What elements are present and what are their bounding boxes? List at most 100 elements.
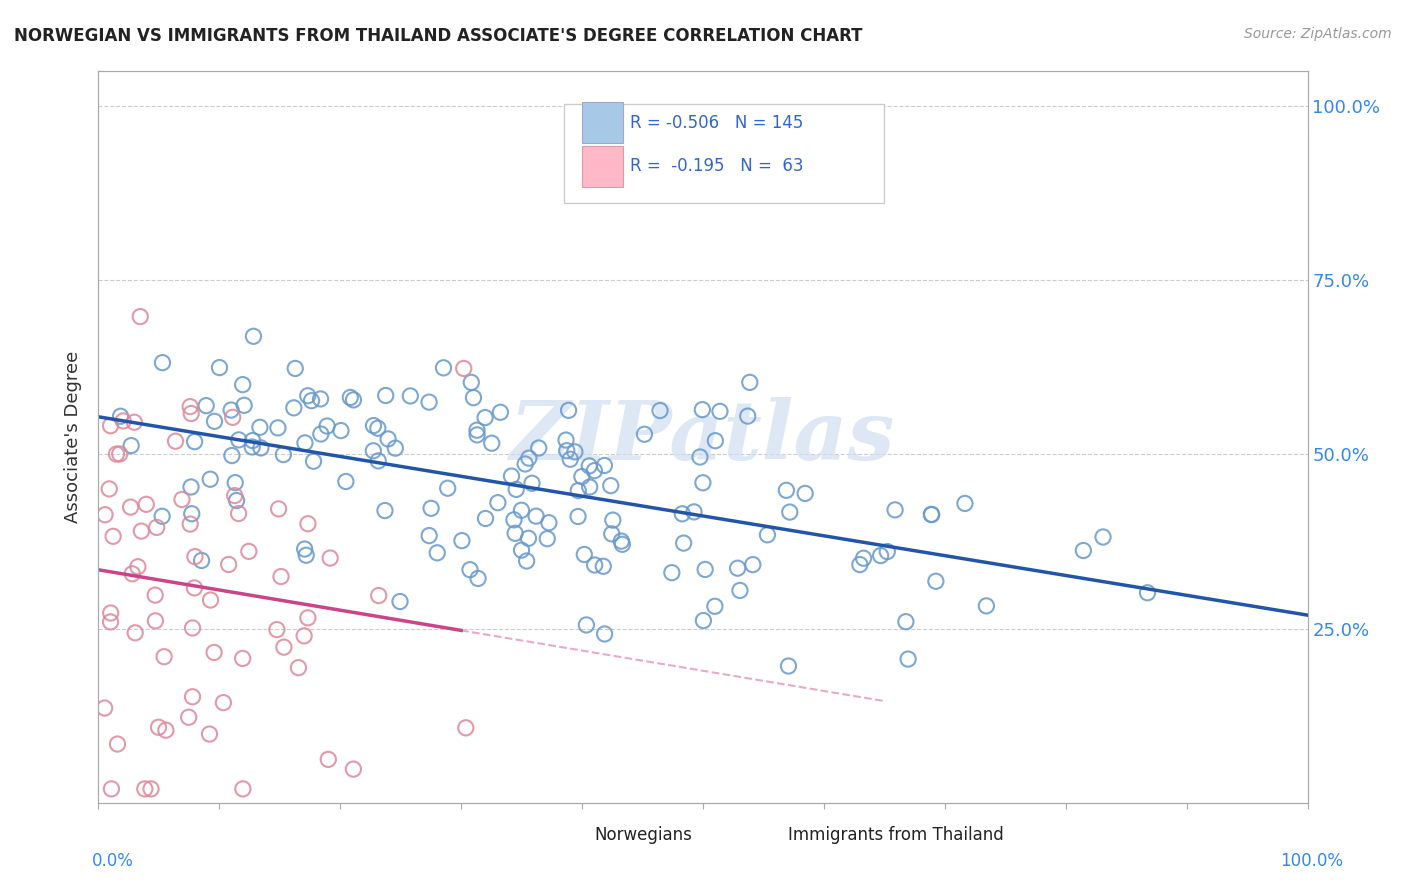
Point xyxy=(110,409,132,424)
Point xyxy=(695,562,717,576)
Text: Norwegians: Norwegians xyxy=(595,826,692,844)
Point xyxy=(120,439,142,453)
Point xyxy=(486,496,509,510)
Point xyxy=(510,503,533,517)
Point xyxy=(294,542,316,557)
Point xyxy=(94,508,117,522)
Point xyxy=(689,450,711,464)
Text: NORWEGIAN VS IMMIGRANTS FROM THAILAND ASSOCIATE'S DEGREE CORRELATION CHART: NORWEGIAN VS IMMIGRANTS FROM THAILAND AS… xyxy=(14,27,862,45)
Point xyxy=(242,329,264,343)
Point xyxy=(593,627,616,641)
Point xyxy=(920,508,942,522)
Point xyxy=(242,434,264,448)
Point xyxy=(571,469,593,483)
Point xyxy=(155,723,177,738)
Point xyxy=(270,569,292,583)
Text: 100.0%: 100.0% xyxy=(1279,852,1343,870)
Point xyxy=(200,593,222,607)
Point xyxy=(221,449,243,463)
Point xyxy=(727,561,749,575)
Point xyxy=(524,509,547,524)
Point xyxy=(363,443,385,458)
Point xyxy=(180,507,202,521)
Point xyxy=(105,447,128,461)
Point xyxy=(557,403,579,417)
Point xyxy=(179,400,201,414)
Y-axis label: Associate's Degree: Associate's Degree xyxy=(65,351,83,524)
Point xyxy=(228,433,250,447)
Point xyxy=(884,503,907,517)
Point xyxy=(273,448,295,462)
Text: Source: ZipAtlas.com: Source: ZipAtlas.com xyxy=(1244,27,1392,41)
Point xyxy=(184,549,207,564)
Point xyxy=(505,483,527,497)
Point xyxy=(648,403,671,417)
Point xyxy=(145,614,167,628)
Point xyxy=(363,418,385,433)
Point xyxy=(284,361,307,376)
Point xyxy=(738,376,761,390)
Point xyxy=(309,392,332,406)
Point xyxy=(374,388,396,402)
Point xyxy=(107,737,129,751)
Point xyxy=(683,505,706,519)
Point xyxy=(181,621,204,635)
Point xyxy=(516,554,538,568)
Text: 0.0%: 0.0% xyxy=(91,852,134,870)
Point xyxy=(894,615,917,629)
Point xyxy=(301,393,323,408)
Point xyxy=(510,543,533,558)
Point xyxy=(564,445,586,459)
Point xyxy=(672,536,695,550)
Point xyxy=(342,762,364,776)
Point xyxy=(93,701,115,715)
Point xyxy=(152,356,174,370)
Point xyxy=(183,434,205,449)
Point xyxy=(150,509,173,524)
Point xyxy=(267,501,290,516)
Point xyxy=(131,524,153,538)
Point xyxy=(463,391,485,405)
Point xyxy=(139,781,162,796)
Point xyxy=(297,389,319,403)
Point xyxy=(221,410,243,425)
Point xyxy=(976,599,998,613)
Point xyxy=(575,618,598,632)
Point xyxy=(124,415,146,429)
FancyBboxPatch shape xyxy=(555,822,586,848)
Point xyxy=(560,452,582,467)
Point xyxy=(536,532,558,546)
Point xyxy=(232,377,254,392)
Point xyxy=(517,451,540,466)
Point xyxy=(703,599,725,614)
Point xyxy=(108,447,131,461)
Point xyxy=(583,558,606,572)
Point xyxy=(474,511,496,525)
Point xyxy=(454,721,477,735)
Point xyxy=(709,404,731,418)
Point xyxy=(339,391,361,405)
Point xyxy=(426,546,449,560)
Point xyxy=(367,421,389,435)
Point xyxy=(852,551,875,566)
Point xyxy=(190,553,212,567)
Point xyxy=(465,428,488,442)
Point xyxy=(225,493,247,508)
Point xyxy=(100,615,122,629)
Point xyxy=(294,435,316,450)
Point xyxy=(527,441,550,455)
Point xyxy=(181,690,204,704)
Point xyxy=(849,558,872,572)
Point xyxy=(451,533,474,548)
Point xyxy=(165,434,187,449)
Point xyxy=(925,574,948,589)
Point xyxy=(501,469,523,483)
Point xyxy=(1073,543,1095,558)
Point xyxy=(121,566,143,581)
Point xyxy=(316,419,339,434)
Point xyxy=(267,421,290,435)
Point xyxy=(183,581,205,595)
Point xyxy=(794,486,817,500)
Point xyxy=(778,659,800,673)
Point xyxy=(436,481,458,495)
